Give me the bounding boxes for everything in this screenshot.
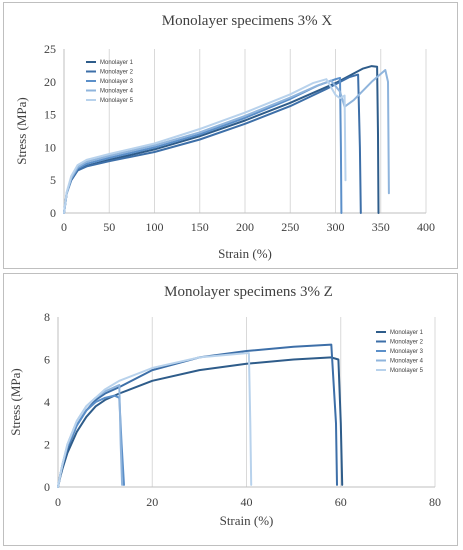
y-tick-label-x: 25: [44, 42, 56, 56]
y-axis-label-x: Stress (MPa): [14, 97, 29, 165]
chart-z-svg: Monolayer specimens 3% Z 0 20 40 60 80 0 2 4 6 8 St…: [8, 284, 441, 528]
series-line-z-5: [57, 352, 253, 488]
chart-x-svg: Monolayer specimens 3% X0 50 100 150 200 250 3…: [14, 13, 435, 261]
chart-title-x: Monolayer specimens 3% X: [162, 13, 333, 29]
series-line-z-1: [57, 356, 344, 488]
chart-panel-z: Monolayer specimens 3% Z 0 20 40 60 80 0 2 4 6 8 St…: [3, 273, 458, 546]
y-tick-label-x: 0: [50, 206, 56, 220]
x-tick-label-z: 40: [241, 495, 253, 509]
x-tick-label-x: 250: [281, 220, 299, 234]
legend-label-x-3: Monolayer 3: [100, 79, 134, 85]
y-tick-label-z: 2: [44, 438, 50, 452]
y-tick-label-z: 0: [44, 480, 50, 494]
legend-label-z-4: Monolayer 4: [390, 359, 424, 365]
y-tick-label-z: 6: [44, 353, 50, 367]
series-line-x-2: [63, 73, 362, 214]
y-tick-label-z: 4: [44, 395, 50, 409]
y-axis-label-z: Stress (MPa): [8, 368, 23, 436]
y-tick-label-x: 5: [50, 173, 56, 187]
legend-label-x-2: Monolayer 2: [100, 70, 134, 76]
x-tick-label-x: 200: [236, 220, 254, 234]
x-tick-label-x: 100: [146, 220, 164, 234]
x-tick-label-x: 50: [103, 220, 115, 234]
legend-label-x-5: Monolayer 5: [100, 98, 134, 104]
legend-label-z-1: Monolayer 1: [390, 330, 424, 336]
y-tick-label-x: 10: [44, 140, 56, 154]
x-tick-label-z: 0: [55, 495, 61, 509]
x-tick-label-x: 400: [417, 220, 435, 234]
x-tick-label-x: 0: [61, 220, 67, 234]
chart-panel-x: Monolayer specimens 3% X 0 50 100 150 200 250 3…: [3, 2, 458, 269]
series-line-x-5: [63, 78, 347, 214]
legend-label-z-5: Monolayer 5: [390, 368, 424, 374]
series-line-z-4: [57, 384, 124, 488]
x-tick-label-z: 80: [429, 495, 441, 509]
series-line-z-2: [57, 343, 338, 488]
legend-label-z-2: Monolayer 2: [390, 340, 424, 346]
y-tick-label-x: 20: [44, 75, 56, 89]
x-tick-label-z: 20: [146, 495, 158, 509]
x-tick-label-x: 350: [372, 220, 390, 234]
y-tick-label-z: 8: [44, 310, 50, 324]
legend-label-x-4: Monolayer 4: [100, 89, 134, 95]
legend-label-z-3: Monolayer 3: [390, 349, 424, 355]
chart-title-z: Monolayer specimens 3% Z: [164, 284, 333, 300]
y-tick-label-x: 15: [44, 108, 56, 122]
x-tick-label-x: 300: [327, 220, 345, 234]
x-axis-label-x: Strain (%): [218, 246, 272, 261]
x-axis-label-z: Strain (%): [220, 513, 274, 528]
x-tick-label-z: 60: [335, 495, 347, 509]
x-tick-label-x: 150: [191, 220, 209, 234]
legend-label-x-1: Monolayer 1: [100, 60, 134, 66]
